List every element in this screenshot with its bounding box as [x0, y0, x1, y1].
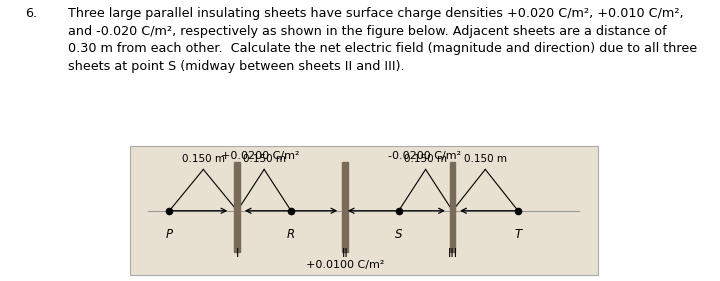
Bar	[235, 162, 240, 252]
Text: S: S	[395, 228, 402, 241]
Text: +0.0200 C/m²: +0.0200 C/m²	[221, 151, 300, 161]
Text: 0.150 m: 0.150 m	[243, 154, 286, 164]
Bar	[450, 162, 455, 252]
Text: 0.150 m: 0.150 m	[182, 154, 225, 164]
Text: P: P	[166, 228, 173, 241]
Text: II: II	[341, 247, 348, 260]
Text: 0.150 m: 0.150 m	[464, 154, 507, 164]
Text: R: R	[287, 228, 295, 241]
Text: +0.0100 C/m²: +0.0100 C/m²	[306, 260, 384, 270]
Text: -0.0200 C/m²: -0.0200 C/m²	[388, 151, 461, 161]
Text: I: I	[235, 247, 239, 260]
Text: Three large parallel insulating sheets have surface charge densities +0.020 C/m²: Three large parallel insulating sheets h…	[68, 7, 698, 73]
Text: 0.150 m: 0.150 m	[404, 154, 447, 164]
Text: III: III	[447, 247, 458, 260]
Text: T: T	[515, 228, 521, 241]
Text: 6.: 6.	[25, 7, 37, 20]
Bar	[342, 162, 348, 252]
